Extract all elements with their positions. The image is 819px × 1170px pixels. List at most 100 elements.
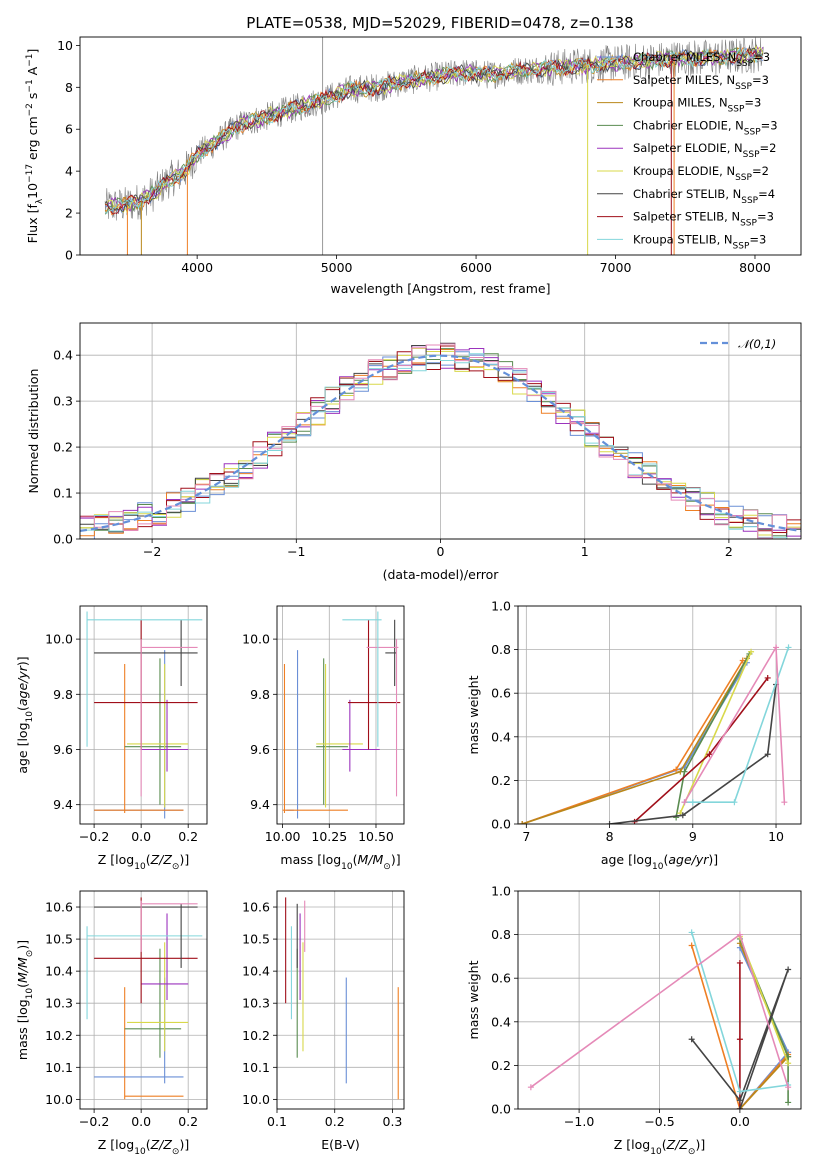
point-marker (519, 821, 526, 824)
tick-label-x: 6000 (460, 260, 492, 275)
legend-entry: Chabrier ELODIE, NSSP=3 (633, 118, 778, 137)
tick-label-x: 8000 (739, 260, 771, 275)
label-part: age [log (15, 722, 30, 773)
figure-title: PLATE=0538, MJD=52029, FIBERID=0478, z=0… (246, 14, 633, 32)
label-part: 10 (25, 711, 35, 723)
tick-label-x: 0.3 (383, 1114, 403, 1129)
y-axis-label: Flux [fλ10−17 erg cm−2 s−1 A−1] (25, 49, 45, 244)
tick-label-y: 9.8 (53, 687, 73, 702)
tick-label-y: 0.2 (53, 440, 73, 455)
point-marker (736, 1097, 743, 1104)
tick-label-y: 10.2 (45, 1028, 73, 1043)
label-part: ⊙ (383, 862, 391, 872)
x-axis-label: wavelength [Angstrom, rest frame] (330, 281, 550, 296)
plot-area (285, 897, 399, 1100)
series-c3 (521, 657, 748, 824)
series-c1 (739, 947, 790, 1109)
label-part: Z [log (614, 1137, 650, 1152)
point-marker (681, 799, 688, 806)
label-part: Z [log (98, 852, 134, 867)
point-marker (764, 674, 771, 681)
tick-label-y: 0.8 (491, 642, 511, 657)
tick-label-y: 0.6 (491, 686, 511, 701)
label-part: Salpeter STELIB, N (633, 210, 740, 224)
tick-label-x: −0.2 (79, 829, 109, 844)
y-axis-label: Normed distribution (26, 369, 41, 494)
point-marker (736, 959, 743, 966)
point-marker (785, 1099, 792, 1106)
label-part: =3 (753, 50, 770, 64)
label-part: Flux [f (25, 204, 40, 244)
tick-label-x: 0.0 (131, 829, 151, 844)
point-marker (731, 799, 738, 806)
label-part: ( (353, 852, 358, 867)
series-c3 (739, 942, 790, 1109)
label-part: SSP (733, 241, 750, 251)
tick-label-y: 10.2 (242, 1028, 270, 1043)
series-c2 (690, 945, 789, 1109)
label-part: )] (179, 852, 189, 867)
label-part: SSP (740, 219, 757, 229)
tick-label-y: 6 (65, 122, 73, 137)
label-part: Z/Z (150, 852, 173, 867)
point-marker (736, 1036, 743, 1043)
label-part: s (25, 93, 40, 104)
label-part: M/M (358, 852, 384, 867)
series-c7 (609, 684, 777, 824)
plot-area (80, 342, 801, 539)
point-marker (688, 1036, 695, 1043)
tick-label-y: 4 (65, 164, 73, 179)
legend-entry: Kroupa ELODIE, NSSP=2 (633, 164, 769, 183)
tick-label-x: 10 (768, 829, 784, 844)
tick-label-y: 1.0 (491, 599, 511, 614)
label-part: 10 (650, 1147, 662, 1157)
label-part: ⊙ (25, 950, 35, 958)
x-axis-label: (data-model)/error (383, 567, 500, 582)
axes-frame (79, 36, 802, 256)
label-part: erg cm (25, 116, 40, 164)
point-marker (736, 1106, 743, 1109)
point-marker (785, 966, 792, 973)
tick-label-y: 1.0 (491, 884, 511, 899)
point-marker (689, 799, 696, 806)
tick-label-y: 10.1 (45, 1060, 73, 1075)
point-marker (773, 644, 780, 651)
label-part: ] (25, 49, 40, 54)
tick-label-y: 0.3 (53, 394, 73, 409)
label-part: ⊙ (172, 862, 180, 872)
tick-label-x: 0.2 (178, 829, 198, 844)
label-part: Z [log (98, 1137, 134, 1152)
plot-area (527, 929, 792, 1109)
axes-frame (276, 890, 405, 1110)
point-marker (606, 821, 613, 824)
tick-label-x: 0.2 (325, 1114, 345, 1129)
legend-entry: Salpeter MILES, NSSP=3 (633, 73, 769, 92)
plot-area (519, 644, 792, 824)
label-part: )] (15, 656, 30, 666)
tick-label-y: 8 (65, 80, 73, 95)
tick-label-y: 10.4 (242, 964, 270, 979)
y-axis-label: mass weight (466, 960, 481, 1039)
point-marker (785, 1084, 792, 1091)
legend-entry: Kroupa MILES, NSSP=3 (633, 96, 761, 115)
tick-label-x: −0.5 (644, 1114, 674, 1129)
legend-entry: 𝒩(0,1) (738, 337, 776, 351)
point-marker (679, 812, 686, 819)
tick-label-x: 1 (581, 544, 589, 559)
label-part: 10 (25, 183, 40, 199)
label-part: 10 (341, 862, 353, 872)
label-part: Chabrier MILES, N (633, 50, 736, 64)
tick-label-x: 2 (725, 544, 733, 559)
tick-label-y: 0.1 (53, 486, 73, 501)
tick-label-x: 10.25 (311, 829, 347, 844)
label-part: ( (146, 852, 151, 867)
point-marker (785, 1060, 792, 1067)
label-part: M/M (15, 957, 30, 983)
x-axis-label: E(B-V) (321, 1137, 360, 1152)
model-spectrum-c7 (104, 45, 764, 212)
tick-label-x: 7000 (600, 260, 632, 275)
point-marker (785, 644, 792, 651)
label-part: age/yr (668, 852, 709, 867)
label-part: =4 (758, 187, 775, 201)
